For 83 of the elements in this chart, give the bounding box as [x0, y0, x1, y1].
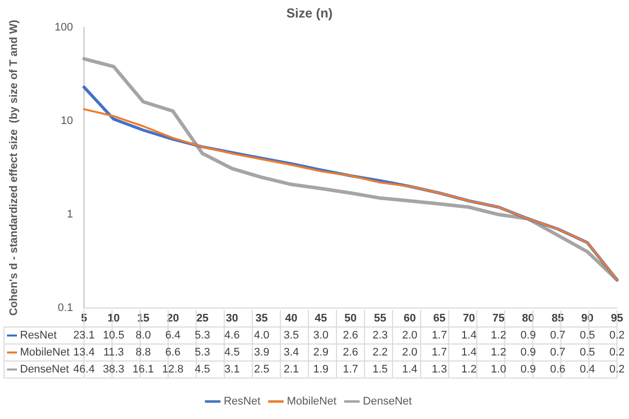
data-label: 1.4: [402, 364, 418, 376]
data-label: 23.1: [73, 330, 95, 342]
data-label: 46.4: [73, 364, 95, 376]
data-label: 1.2: [490, 330, 506, 342]
data-label: 2.6: [342, 330, 358, 342]
data-label: 0.9: [520, 364, 536, 376]
data-label: 2.5: [254, 364, 270, 376]
legend-label: ResNet: [20, 330, 57, 342]
data-label: 12.8: [162, 364, 184, 376]
data-label: 1.4: [461, 346, 477, 359]
legend-label: MobileNet: [20, 346, 70, 359]
data-label: 1.5: [372, 364, 388, 376]
y-tick-label: 1: [66, 208, 73, 221]
data-label: 1.7: [342, 364, 358, 376]
x-tick-label: 70: [462, 312, 476, 325]
data-label: 3.5: [284, 330, 299, 342]
data-label: 0.5: [580, 330, 596, 342]
x-tick-label: 25: [196, 312, 209, 325]
data-label: 0.7: [550, 346, 566, 359]
text: MobileNet: [286, 396, 336, 408]
data-label: 2.6: [342, 346, 358, 359]
x-tick-label: 50: [344, 312, 357, 325]
y-axis-title: Cohen's d - standardized effect size (by size of T and W): [8, 19, 20, 316]
x-tick-label: 65: [433, 312, 446, 325]
x-tick-label: 35: [256, 312, 268, 325]
data-label: 4.5: [194, 364, 210, 376]
x-tick-label: 60: [404, 312, 416, 325]
data-label: 1.7: [432, 346, 447, 359]
data-label: 2.2: [372, 346, 388, 359]
data-label: 0.6: [550, 364, 566, 376]
data-label: 6.4: [165, 330, 180, 342]
legend-label: DenseNet: [20, 364, 69, 376]
data-label: 2.0: [402, 346, 418, 359]
x-axis-title: Size (n): [286, 5, 333, 20]
x-tick-label: 95: [610, 312, 624, 325]
data-label: 0.2: [609, 346, 625, 359]
data-label: 1.3: [432, 364, 447, 376]
data-label: 1.2: [461, 364, 477, 376]
data-label: 10.5: [102, 330, 124, 342]
data-label: 6.6: [165, 346, 180, 359]
data-label: 4.6: [224, 330, 240, 342]
x-tick-label: 85: [552, 312, 564, 325]
data-label: 5.3: [194, 346, 210, 359]
text: ResNet: [224, 396, 260, 408]
y-tick-label: 100: [54, 22, 73, 34]
data-label: 0.4: [580, 364, 596, 376]
data-label: 5.3: [194, 330, 210, 342]
x-tick-label: 30: [226, 312, 238, 325]
text: DenseNet: [362, 396, 412, 408]
x-tick-label: 75: [492, 312, 505, 325]
data-label: 0.2: [609, 330, 625, 342]
y-tick-label: 10: [60, 115, 73, 128]
data-label: 2.0: [402, 330, 418, 342]
data-label: 3.4: [284, 346, 299, 359]
data-label: 8.0: [136, 330, 151, 342]
x-tick-label: 55: [374, 312, 386, 325]
x-tick-label: 45: [314, 312, 328, 325]
data-label: 3.9: [254, 346, 270, 359]
data-label: 4.0: [254, 330, 270, 342]
data-label: 0.5: [580, 346, 596, 359]
x-tick-label: 40: [285, 312, 298, 325]
y-tick-label: 0.1: [58, 302, 73, 314]
x-tick-label: 10: [107, 312, 120, 325]
data-label: 8.8: [136, 346, 151, 359]
data-label: 1.4: [461, 330, 477, 342]
data-label: 0.9: [520, 330, 536, 342]
data-label: 3.0: [313, 330, 329, 342]
data-label: 2.9: [313, 346, 329, 359]
data-label: 1.9: [313, 364, 329, 376]
data-label: 16.1: [132, 364, 154, 376]
data-label: 0.9: [520, 346, 536, 359]
data-label: 3.1: [224, 364, 240, 376]
data-label: 1.7: [432, 330, 447, 342]
data-label: 38.3: [102, 364, 124, 376]
data-label: 0.7: [550, 330, 566, 342]
data-label: 1.0: [490, 364, 506, 376]
data-label: 11.3: [103, 346, 124, 359]
data-label: 2.3: [372, 330, 388, 342]
data-label: 13.4: [73, 346, 95, 359]
data-label: 4.5: [224, 346, 240, 359]
data-label: 0.2: [609, 364, 625, 376]
data-label: 1.2: [490, 346, 506, 359]
data-label: 2.1: [284, 364, 299, 376]
